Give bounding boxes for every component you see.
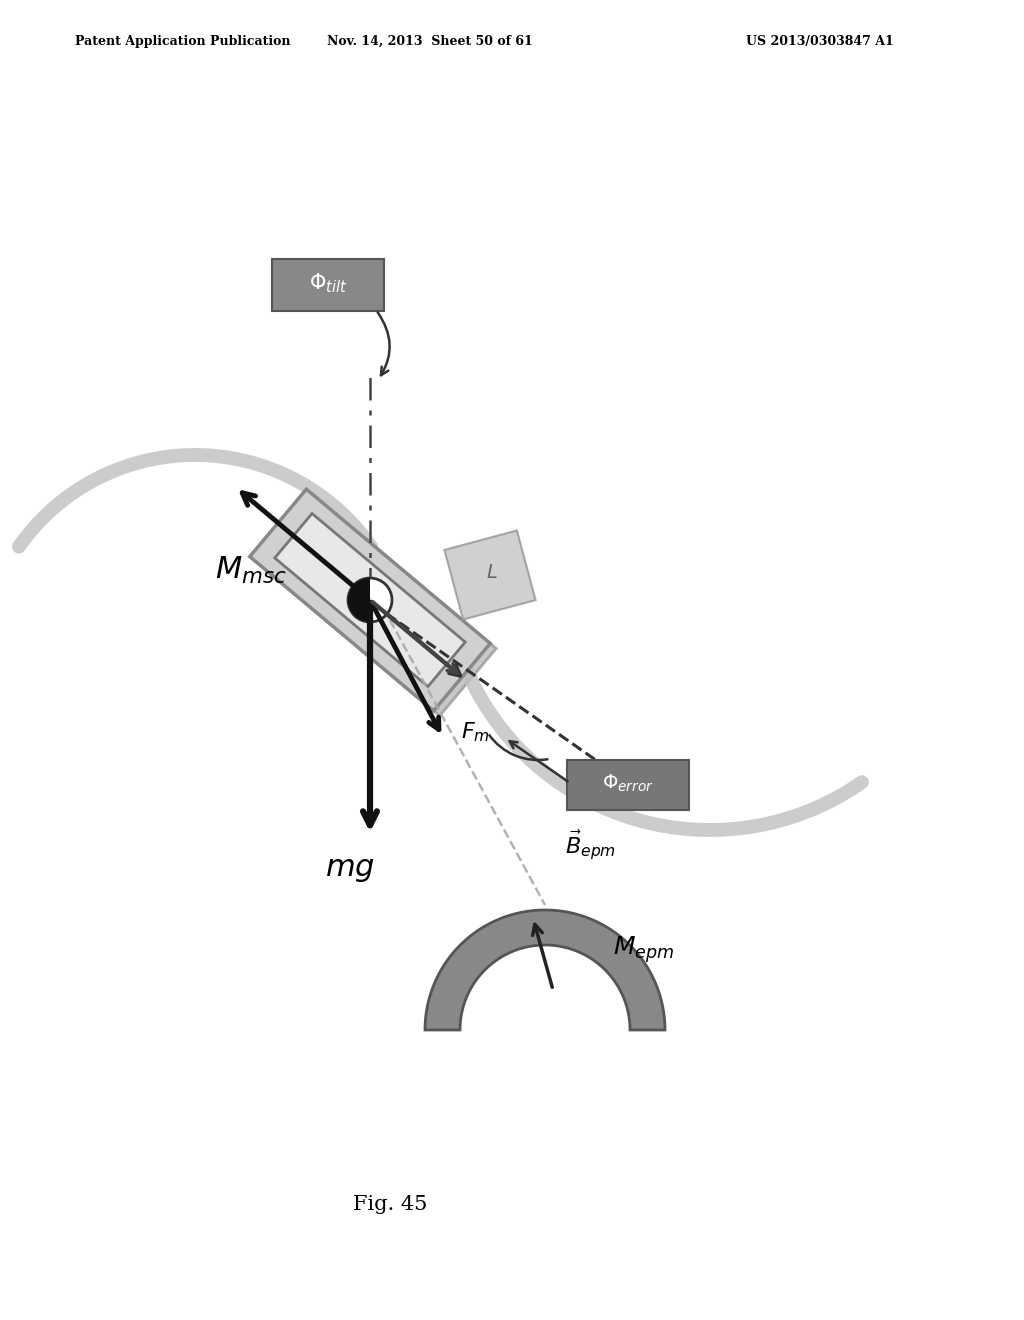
Polygon shape bbox=[256, 494, 497, 715]
Text: Patent Application Publication: Patent Application Publication bbox=[75, 36, 291, 48]
Text: $M_{epm}$: $M_{epm}$ bbox=[613, 935, 675, 965]
Text: $F_m$: $F_m$ bbox=[461, 719, 489, 743]
Text: $L$: $L$ bbox=[486, 564, 498, 582]
Text: Nov. 14, 2013  Sheet 50 of 61: Nov. 14, 2013 Sheet 50 of 61 bbox=[327, 36, 532, 48]
Polygon shape bbox=[348, 578, 370, 622]
Text: $\vec{B}_{epm}$: $\vec{B}_{epm}$ bbox=[565, 828, 616, 862]
FancyBboxPatch shape bbox=[272, 259, 384, 312]
Polygon shape bbox=[444, 531, 536, 619]
Text: $M_{msc}$: $M_{msc}$ bbox=[215, 554, 287, 586]
Circle shape bbox=[348, 578, 392, 622]
Text: $mg$: $mg$ bbox=[325, 855, 375, 884]
Text: $\Phi_{tilt}$: $\Phi_{tilt}$ bbox=[308, 271, 347, 294]
Text: Fig. 45: Fig. 45 bbox=[353, 1196, 427, 1214]
Polygon shape bbox=[274, 513, 465, 686]
Polygon shape bbox=[425, 909, 665, 1030]
Polygon shape bbox=[250, 490, 490, 711]
FancyBboxPatch shape bbox=[567, 760, 689, 810]
Text: $\Phi_{error}$: $\Phi_{error}$ bbox=[602, 772, 654, 793]
Text: US 2013/0303847 A1: US 2013/0303847 A1 bbox=[746, 36, 894, 48]
